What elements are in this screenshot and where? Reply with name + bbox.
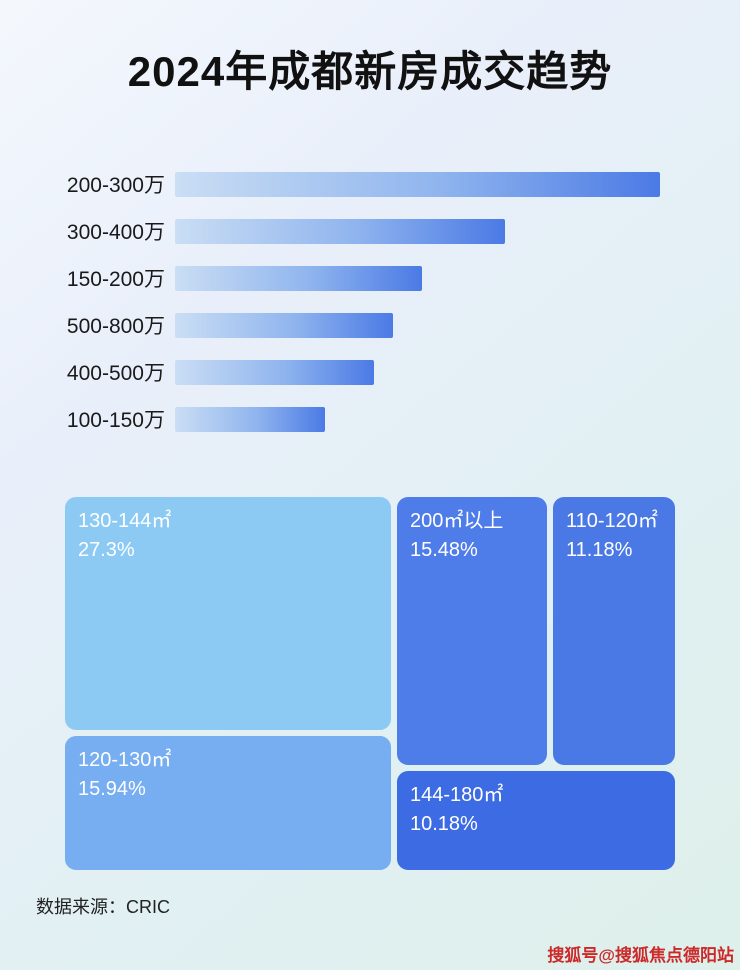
bar-category-label: 100-150万 bbox=[66, 409, 165, 432]
bar-chart: 200-300万 300-400万 150-200万 500-800万 400-500万… bbox=[60, 171, 660, 432]
treemap-block-percent: 11.18% bbox=[566, 539, 633, 561]
treemap-block-percent: 15.48% bbox=[410, 539, 478, 561]
bar-track bbox=[175, 265, 660, 291]
treemap-block-label: 200㎡以上 bbox=[410, 510, 504, 532]
treemap: 130-144㎡ 27.3% 200㎡以上 15.48% 110-120㎡ 11… bbox=[65, 497, 675, 870]
treemap-block-label: 130-144㎡ bbox=[78, 510, 172, 532]
treemap-block-110-120: 110-120㎡ 11.18% bbox=[553, 497, 675, 765]
bar-category-label: 400-500万 bbox=[66, 362, 165, 385]
bar-track bbox=[175, 312, 660, 338]
bar bbox=[175, 218, 505, 244]
treemap-block-120-130: 120-130㎡ 15.94% bbox=[65, 736, 391, 870]
watermark: 搜狐号@搜狐焦点德阳站 bbox=[547, 946, 734, 965]
bar-row: 400-500万 bbox=[60, 359, 660, 385]
data-source-note: 数据来源：CRIC bbox=[36, 897, 170, 917]
treemap-block-200-plus: 200㎡以上 15.48% bbox=[397, 497, 547, 765]
bar-category-label: 300-400万 bbox=[66, 221, 165, 244]
treemap-block-percent: 15.94% bbox=[78, 778, 146, 800]
bar-track bbox=[175, 359, 660, 385]
bar-row: 500-800万 bbox=[60, 312, 660, 338]
bar-row: 300-400万 bbox=[60, 218, 660, 244]
bar-track bbox=[175, 406, 660, 432]
bar bbox=[175, 171, 660, 197]
treemap-block-144-180: 144-180㎡ 10.18% bbox=[397, 771, 675, 870]
bar bbox=[175, 312, 394, 338]
bar bbox=[175, 265, 423, 291]
page-title: 2024年成都新房成交趋势 bbox=[127, 48, 613, 95]
treemap-block-percent: 27.3% bbox=[78, 539, 135, 561]
treemap-block-label: 120-130㎡ bbox=[78, 749, 172, 771]
bar-track bbox=[175, 171, 660, 197]
treemap-block-label: 144-180㎡ bbox=[410, 784, 504, 806]
bar-row: 200-300万 bbox=[60, 171, 660, 197]
bar-category-label: 200-300万 bbox=[66, 174, 165, 197]
bar-category-label: 500-800万 bbox=[66, 315, 165, 338]
bar-row: 150-200万 bbox=[60, 265, 660, 291]
bar-track bbox=[175, 218, 660, 244]
treemap-block-label: 110-120㎡ bbox=[566, 510, 658, 532]
bar-row: 100-150万 bbox=[60, 406, 660, 432]
bar bbox=[175, 359, 374, 385]
bar-category-label: 150-200万 bbox=[66, 268, 165, 291]
treemap-block-130-144: 130-144㎡ 27.3% bbox=[65, 497, 391, 730]
bar bbox=[175, 406, 326, 432]
treemap-block-percent: 10.18% bbox=[410, 813, 478, 835]
